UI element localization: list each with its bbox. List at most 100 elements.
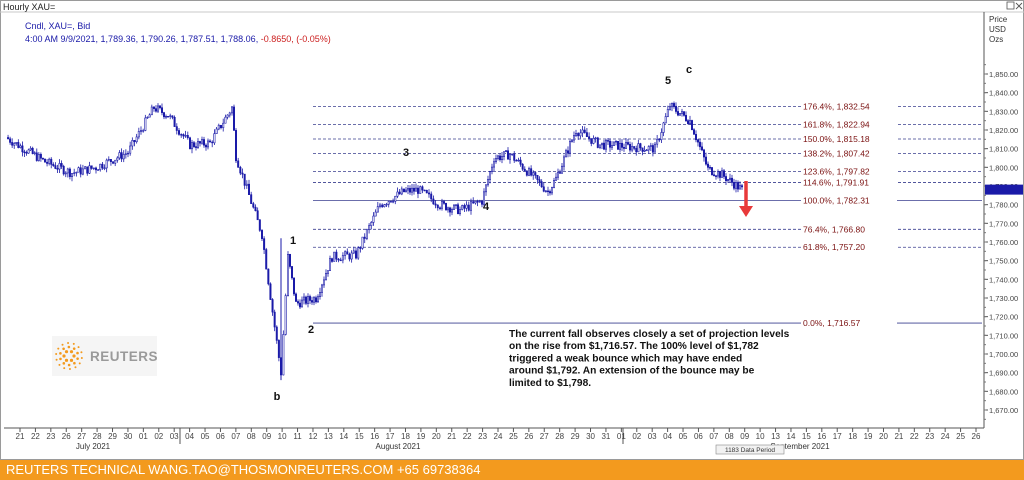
- candle-body: [381, 204, 384, 208]
- window-title: Hourly XAU=: [3, 2, 55, 12]
- data-period-box: [715, 444, 785, 455]
- candle-body: [25, 152, 28, 154]
- candle-body: [298, 302, 301, 308]
- candle-body: [734, 182, 737, 189]
- candle-body: [150, 106, 153, 116]
- candle-body: [651, 145, 654, 153]
- candle-body: [410, 187, 413, 193]
- candle-body: [712, 174, 715, 177]
- x-tick-label: 17: [833, 432, 842, 441]
- x-tick-label: 21: [16, 432, 25, 441]
- candle-body: [552, 180, 555, 188]
- candle-body: [144, 117, 147, 131]
- candle-body: [129, 145, 132, 154]
- x-tick-label: 26: [524, 432, 533, 441]
- candle-body: [169, 115, 172, 117]
- candle-body: [496, 155, 499, 159]
- x-tick-label: 26: [972, 432, 981, 441]
- x-tick-label: 18: [848, 432, 857, 441]
- reuters-logo-dot: [76, 351, 79, 355]
- candle-body: [440, 201, 443, 209]
- fib-level-pct: 114.6%: [803, 177, 832, 187]
- candle-body: [86, 166, 89, 174]
- candle-body: [215, 128, 218, 134]
- candle-body: [498, 155, 501, 160]
- x-tick-label: 04: [663, 432, 672, 441]
- axis-title-line: Price: [989, 15, 1008, 24]
- x-tick-label: 13: [771, 432, 780, 441]
- candle-body: [43, 158, 46, 163]
- candle-body: [680, 111, 683, 114]
- candle-body: [357, 247, 360, 259]
- candle-body: [604, 140, 607, 150]
- x-tick-label: 31: [601, 432, 610, 441]
- candle-body: [635, 148, 638, 153]
- candle-body: [228, 112, 231, 116]
- candle-body: [17, 142, 20, 148]
- x-tick-label: 22: [910, 432, 919, 441]
- x-tick-label: 17: [386, 432, 395, 441]
- candle-body: [476, 201, 479, 203]
- candle-body: [568, 141, 571, 154]
- candle-body: [668, 106, 671, 110]
- candle-body: [201, 139, 204, 144]
- candle-body: [548, 191, 551, 194]
- x-tick-label: 21: [894, 432, 903, 441]
- candle-body: [423, 189, 426, 192]
- candle-body: [394, 195, 397, 202]
- y-tick-label: 1,770.00: [989, 219, 1018, 228]
- candle-body: [148, 114, 151, 118]
- x-tick-label: 15: [355, 432, 364, 441]
- candle-body: [250, 194, 253, 204]
- candle-body: [690, 120, 693, 131]
- y-tick-label: 1,780.00: [989, 201, 1018, 210]
- candle-body: [173, 117, 176, 127]
- candle-body: [374, 211, 377, 217]
- candle-body: [277, 340, 280, 358]
- fib-level-value: , 1,815.18: [832, 134, 870, 144]
- candle-body: [722, 170, 725, 177]
- candle-body: [515, 160, 518, 162]
- price-chart[interactable]: Hourly XAU= Cndl, XAU=, Bid 4:00 AM 9/9/20…: [0, 0, 1024, 460]
- candle-body: [211, 141, 214, 144]
- maximize-icon[interactable]: [1006, 1, 1015, 10]
- candle-body: [672, 103, 675, 107]
- chart-panel[interactable]: Hourly XAU= Cndl, XAU=, Bid 4:00 AM 9/9/20…: [0, 0, 1024, 460]
- candle-body: [207, 140, 210, 148]
- candle-body: [730, 177, 733, 183]
- candle-body: [239, 166, 242, 174]
- fib-level-pct: 138.2%: [803, 148, 832, 158]
- candle-body: [662, 122, 665, 133]
- candle-body: [352, 250, 355, 254]
- candle-body: [304, 296, 307, 304]
- candle-body: [656, 138, 659, 145]
- candle-body: [133, 140, 136, 143]
- x-tick-label: 07: [709, 432, 718, 441]
- candle-body: [419, 186, 422, 194]
- candle-body: [195, 146, 198, 148]
- candle-body: [450, 209, 453, 213]
- x-tick-label: 25: [956, 432, 965, 441]
- candle-body: [97, 169, 100, 171]
- reuters-logo-dot: [55, 353, 58, 356]
- candle-body: [392, 201, 395, 203]
- x-tick-label: 27: [77, 432, 86, 441]
- candle-body: [109, 159, 112, 162]
- candle-body: [519, 159, 522, 165]
- candle-body: [614, 140, 617, 143]
- candle-body: [39, 154, 42, 159]
- candle-body: [698, 141, 701, 148]
- candle-body: [226, 114, 229, 118]
- y-tick-label: 1,730.00: [989, 294, 1018, 303]
- candle-body: [463, 205, 466, 209]
- fib-level-label: 150.0%, 1,815.18: [803, 134, 870, 144]
- candle-body: [333, 251, 336, 262]
- y-tick-label: 1,680.00: [989, 387, 1018, 396]
- y-tick-label: 1,700.00: [989, 350, 1018, 359]
- commentary-line: on the rise from $1,716.57. The 100% lev…: [509, 341, 759, 352]
- candle-body: [372, 215, 375, 223]
- candle-body: [585, 132, 588, 138]
- y-tick-label: 1,670.00: [989, 406, 1018, 415]
- candle-body: [376, 206, 379, 213]
- fib-level-pct: 123.6%: [803, 166, 832, 176]
